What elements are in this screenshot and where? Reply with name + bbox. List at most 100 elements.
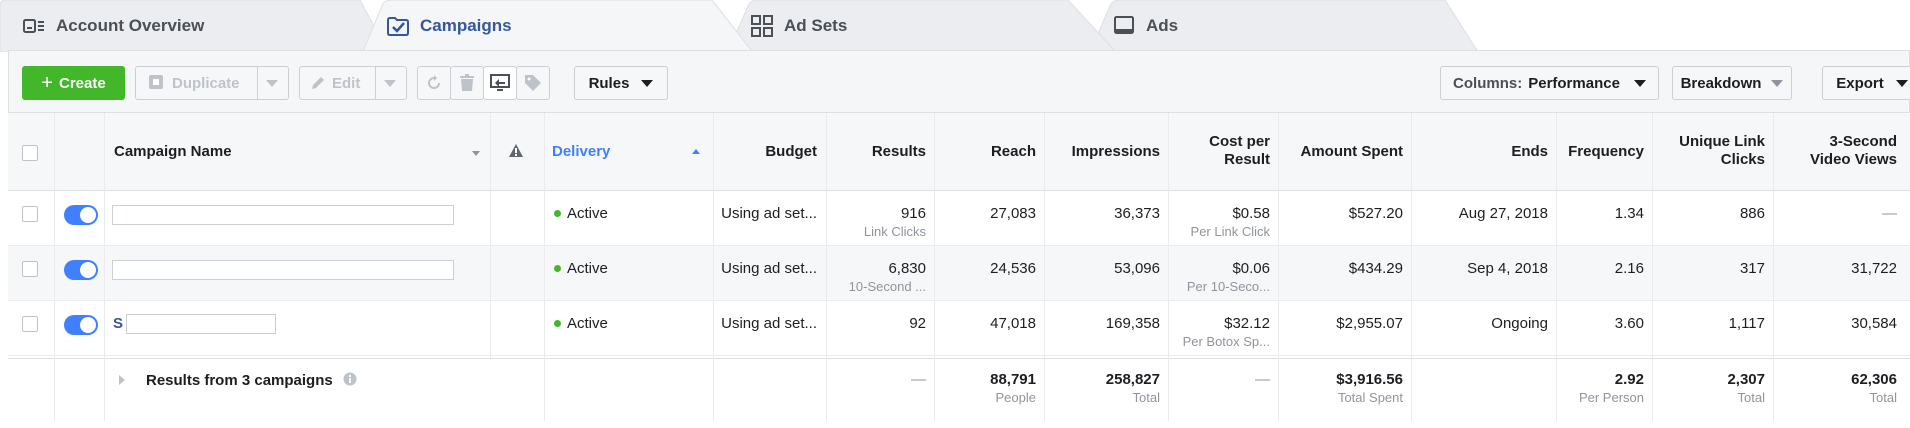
campaign-name-link[interactable]: [112, 205, 454, 225]
budget-cell: Using ad set...: [721, 315, 817, 332]
header-frequency[interactable]: Frequency: [1568, 143, 1644, 160]
tab-label: Ad Sets: [784, 16, 848, 35]
summary-reach: 88,791 People: [934, 371, 1036, 405]
refresh-button[interactable]: [417, 66, 451, 100]
header-line: 3-Second: [1829, 133, 1897, 150]
create-label: Create: [58, 74, 106, 92]
header-delivery[interactable]: Delivery: [552, 143, 702, 161]
summary-amount-spent: $3,916.56 Total Spent: [1278, 371, 1403, 405]
preview-icon: [490, 74, 510, 91]
summary-frequency: 2.92 Per Person: [1556, 371, 1644, 405]
unique-clicks-cell: 886: [1739, 205, 1765, 222]
header-line: Unique Link: [1679, 133, 1765, 150]
campaign-toggle[interactable]: [64, 315, 98, 335]
campaign-name-prefix[interactable]: S: [113, 315, 124, 332]
summary-value: 88,791: [990, 371, 1036, 388]
amount-spent-cell: $527.20: [1348, 205, 1403, 222]
unique-clicks-cell: 1,117: [1728, 315, 1765, 332]
chevron-down-icon[interactable]: [472, 151, 480, 156]
grid-icon: [751, 15, 773, 37]
results-value: 916: [900, 205, 926, 222]
columns-value: Performance: [1528, 74, 1620, 92]
header-results[interactable]: Results: [871, 143, 926, 160]
preview-button[interactable]: [483, 66, 517, 100]
warning-icon[interactable]: [508, 143, 524, 159]
header-budget[interactable]: Budget: [765, 143, 817, 160]
status-dot-icon: [554, 319, 561, 327]
table-header: [8, 113, 1910, 191]
export-button[interactable]: Export: [1822, 66, 1910, 100]
campaign-toggle[interactable]: [64, 205, 98, 225]
chevron-down-icon: [1633, 79, 1646, 87]
impressions-cell: 53,096: [1114, 260, 1160, 277]
expand-caret-icon[interactable]: [118, 375, 126, 385]
chevron-down-icon: [1895, 79, 1908, 87]
rules-label: Rules: [588, 74, 630, 92]
folder-check-icon: [387, 17, 409, 36]
header-amount-spent[interactable]: Amount Spent: [1300, 143, 1404, 160]
budget-cell: Using ad set...: [721, 260, 817, 277]
impressions-cell: 169,358: [1105, 315, 1160, 332]
plus-icon: +: [41, 72, 53, 94]
row-checkbox[interactable]: [22, 316, 38, 332]
header-reach[interactable]: Reach: [990, 143, 1036, 160]
rules-button[interactable]: Rules: [574, 66, 668, 100]
row-checkbox[interactable]: [22, 261, 38, 277]
campaign-name-link[interactable]: [112, 260, 454, 280]
cost-value: $32.12: [1224, 315, 1270, 332]
video-views-cell: 31,722: [1851, 260, 1897, 277]
ends-cell: Ongoing: [1491, 315, 1548, 332]
tab-ads[interactable]: Ads: [1090, 0, 1480, 52]
divider: [257, 66, 258, 100]
tab-ad-sets[interactable]: Ad Sets: [728, 0, 1118, 52]
cost-cell: $0.58 Per Link Click: [1168, 205, 1270, 239]
chevron-down-icon: [384, 80, 396, 87]
summary-value: 2.92: [1614, 371, 1644, 388]
summary-value: 62,306: [1851, 371, 1897, 388]
row-checkbox[interactable]: [22, 206, 38, 222]
cost-sub: Per Link Click: [1190, 224, 1270, 239]
status-dot-icon: [554, 264, 561, 272]
header-campaign-name[interactable]: Campaign Name: [114, 143, 232, 160]
table-row[interactable]: [8, 191, 1910, 246]
edit-label: Edit: [332, 74, 361, 92]
campaign-name-link[interactable]: [126, 314, 276, 334]
edit-button[interactable]: Edit: [299, 66, 407, 100]
columns-button[interactable]: Columns: Performance: [1440, 66, 1659, 100]
video-views-cell: 30,584: [1851, 315, 1897, 332]
cost-sub: Per Botox Sp...: [1182, 334, 1270, 349]
delete-button[interactable]: [450, 66, 484, 100]
sort-ascending-icon: [692, 149, 700, 154]
summary-sub: Per Person: [1578, 390, 1644, 405]
header-line: Cost per: [1209, 133, 1270, 150]
header-ends[interactable]: Ends: [1511, 143, 1548, 160]
header-cost-per-result[interactable]: Cost per Result: [1168, 133, 1270, 169]
status-dot-icon: [554, 209, 561, 217]
tab-account-overview[interactable]: Account Overview: [0, 0, 390, 52]
unique-clicks-cell: 317: [1739, 260, 1765, 277]
table-row[interactable]: [8, 301, 1910, 356]
info-icon[interactable]: [343, 372, 357, 386]
campaigns-table: Campaign Name Delivery Budget Results Re…: [8, 112, 1910, 421]
breakdown-button[interactable]: Breakdown: [1672, 66, 1792, 100]
summary-unique-clicks: 2,307 Total: [1652, 371, 1765, 405]
tab-label: Campaigns: [420, 16, 512, 35]
results-cell: 92: [826, 315, 926, 332]
duplicate-button[interactable]: Duplicate: [135, 66, 289, 100]
header-impressions[interactable]: Impressions: [1071, 143, 1160, 160]
summary-sub: Total Spent: [1337, 390, 1403, 405]
create-button[interactable]: + Create: [22, 66, 125, 100]
summary-label-text: Results from 3 campaigns: [146, 372, 333, 389]
select-all-checkbox[interactable]: [22, 145, 38, 161]
tab-campaigns[interactable]: Campaigns: [362, 0, 762, 54]
tag-button[interactable]: [516, 66, 550, 100]
results-cell: 6,830 10-Second ...: [826, 260, 926, 294]
summary-results: —: [911, 371, 926, 388]
campaign-toggle[interactable]: [64, 260, 98, 280]
summary-sub: Total: [1737, 390, 1765, 405]
header-video-views[interactable]: 3-Second Video Views: [1773, 133, 1897, 169]
chevron-down-icon: [266, 80, 278, 87]
frequency-cell: 3.60: [1614, 315, 1644, 332]
header-unique-link-clicks[interactable]: Unique Link Clicks: [1652, 133, 1765, 169]
amount-spent-cell: $2,955.07: [1336, 315, 1403, 332]
